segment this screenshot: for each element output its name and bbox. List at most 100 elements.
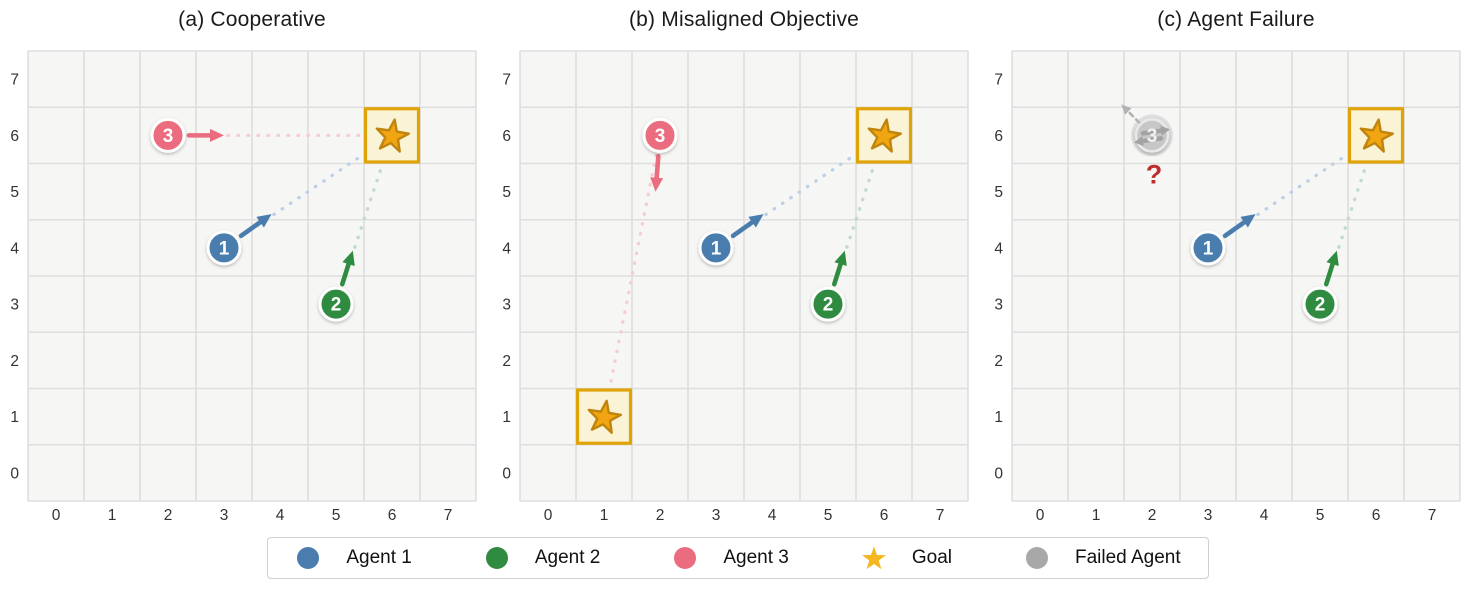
agent-arrow-head: [834, 250, 847, 266]
x-tick-label: 5: [1316, 507, 1325, 524]
y-tick-label: 0: [10, 465, 19, 482]
agent-arrow-head: [256, 214, 272, 228]
legend-item-agent-1: Agent 1: [295, 545, 412, 571]
x-tick-label: 0: [52, 507, 61, 524]
agent-marker: [206, 230, 242, 266]
y-tick-label: 7: [502, 72, 511, 89]
x-tick-label: 1: [600, 507, 609, 524]
agent-arrow: [831, 261, 843, 287]
agent-arrow: [654, 154, 661, 180]
x-tick-label: 6: [1372, 507, 1381, 524]
y-tick-label: 1: [502, 409, 511, 426]
x-tick-label: 4: [1260, 507, 1269, 524]
agent-number: 3: [163, 126, 174, 147]
goal-star-icon: [867, 118, 902, 153]
goal-star-icon: [375, 118, 410, 153]
failed-agent-marker-icon: [1026, 547, 1048, 569]
agent-marker: [150, 117, 186, 153]
y-tick-label: 0: [994, 465, 1003, 482]
y-tick-label: 4: [10, 240, 19, 257]
agent-marker: [810, 286, 846, 322]
y-tick-label: 2: [10, 353, 19, 370]
x-tick-label: 3: [220, 507, 229, 524]
goal-star-icon: [587, 399, 622, 434]
x-tick-label: 2: [656, 507, 665, 524]
panel-a: (a) Cooperative 0 1 2 3 4 5 6 7 0 1 2 3 4 5 6 7 1 2 3: [0, 0, 492, 530]
legend-item-goal: Goal: [861, 545, 952, 571]
y-tick-label: 5: [502, 184, 511, 201]
x-tick-label: 2: [1148, 507, 1157, 524]
trajectory-path: [602, 133, 662, 419]
goal-cell: [575, 388, 633, 445]
y-tick-label: 2: [994, 353, 1003, 370]
y-tick-label: 3: [502, 297, 511, 314]
panel-title: (a) Cooperative: [178, 8, 326, 31]
agent-number: 3: [655, 126, 666, 147]
agent-marker: [698, 230, 734, 266]
agent-arrow-head: [1326, 250, 1339, 266]
agent-1-marker-icon: [297, 547, 320, 569]
agent-marker: [642, 117, 678, 153]
legend-label: Agent 3: [723, 547, 789, 568]
panel-a-plot: 0 1 2 3 4 5 6 7 0 1 2 3 4 5 6 7 1 2 3: [10, 50, 477, 524]
agent-number: 2: [331, 295, 342, 316]
agent-number: 1: [1203, 238, 1214, 259]
failed-agent-cross-arrow-left: [1140, 136, 1164, 144]
x-tick-label: 4: [276, 507, 285, 524]
goal-star-icon: [1359, 118, 1394, 153]
goal-star-icon: [861, 546, 886, 570]
agent-arrow-head: [210, 128, 224, 142]
agent-arrow-head: [650, 177, 664, 192]
legend-label: Failed Agent: [1075, 547, 1181, 568]
agent-arrow: [238, 219, 263, 239]
agent-marker: [1302, 286, 1338, 322]
agent-2-marker-icon: [485, 547, 508, 569]
y-tick-label: 5: [10, 184, 19, 201]
y-tick-label: 1: [10, 409, 19, 426]
y-tick-label: 4: [994, 240, 1003, 257]
agent-arrow-head: [342, 250, 355, 266]
y-tick-label: 4: [502, 240, 511, 257]
y-tick-label: 6: [10, 128, 19, 145]
legend-circle-shape: [674, 547, 697, 569]
agent-number: 2: [823, 295, 834, 316]
agent-arrow: [1323, 261, 1335, 287]
x-tick-label: 4: [768, 507, 777, 524]
failed-agent-cross-arrow-right: [1140, 128, 1164, 136]
panel-c-plot: 0 1 2 3 4 5 6 7 0 1 2 3 4 5 6 7 1 2 3?: [994, 50, 1461, 524]
legend-item-agent-2: Agent 2: [484, 545, 601, 571]
x-tick-label: 3: [712, 507, 721, 524]
failed-agent-cross-arrow-left-head: [1134, 136, 1144, 146]
agent-arrow-head: [1240, 214, 1256, 228]
y-tick-label: 3: [10, 297, 19, 314]
legend-circle-shape: [1026, 547, 1048, 569]
failed-agent-marker: [1134, 118, 1170, 153]
legend-circle-shape: [297, 547, 320, 569]
agent-arrow-head: [748, 214, 764, 228]
agent-3-marker-icon: [674, 547, 697, 569]
y-tick-label: 0: [502, 465, 511, 482]
legend-label: Agent 2: [534, 547, 601, 568]
legend-circle-shape: [485, 547, 508, 569]
x-tick-label: 7: [1428, 507, 1437, 524]
failed-agent-number: 3: [1147, 126, 1158, 147]
x-tick-label: 7: [936, 507, 945, 524]
x-tick-label: 1: [108, 507, 117, 524]
panel-title: (b) Misaligned Objective: [628, 8, 860, 31]
agent-number: 2: [1315, 295, 1326, 316]
panel-b-plot: 0 1 2 3 4 5 6 7 0 1 2 3 4 5 6 7 1 2 3: [502, 50, 969, 524]
panel-b: (b) Misaligned Objective 0 1 2 3 4 5 6 7 0 1 2 3 4 5 6…: [492, 0, 984, 530]
x-tick-label: 6: [388, 507, 397, 524]
agent-arrow: [730, 219, 755, 239]
x-tick-label: 6: [880, 507, 889, 524]
panel-row: (a) Cooperative 0 1 2 3 4 5 6 7 0 1 2 3 4 5 6 7 1 2 3 (b) …: [0, 0, 1461, 530]
y-tick-label: 7: [994, 72, 1003, 89]
legend-star-shape: [861, 546, 886, 570]
agent-number: 1: [219, 238, 230, 259]
y-tick-label: 6: [994, 128, 1003, 145]
legend-label: Goal: [911, 547, 952, 568]
y-tick-label: 5: [994, 184, 1003, 201]
legend-label: Agent 1: [346, 547, 412, 568]
y-tick-label: 7: [10, 72, 19, 89]
x-tick-label: 7: [444, 507, 453, 524]
